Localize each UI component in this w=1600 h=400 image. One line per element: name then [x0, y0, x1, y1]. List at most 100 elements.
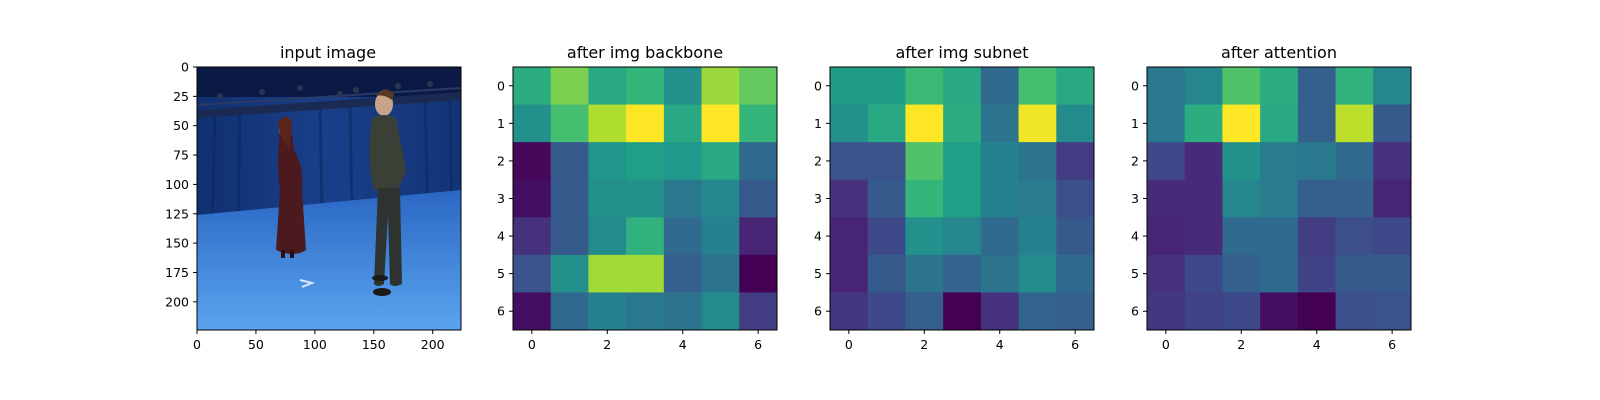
- x-tick-label: 0: [528, 337, 536, 352]
- heatmap-cell: [1222, 217, 1261, 256]
- heatmap-cell: [1335, 179, 1374, 218]
- heatmap-cell: [626, 67, 665, 105]
- y-tick-label: 5: [497, 266, 505, 281]
- photo-lights: [217, 81, 433, 99]
- panel-title: input image: [280, 43, 376, 62]
- heatmap-cell: [867, 179, 906, 218]
- heatmap-cell: [1147, 292, 1186, 331]
- heatmap-cell: [905, 217, 944, 256]
- heatmap-cell: [1222, 67, 1261, 105]
- heatmap-cell: [1373, 254, 1412, 293]
- heatmap-cell: [550, 142, 589, 181]
- x-tick-label: 0: [193, 337, 201, 352]
- x-tick-label: 2: [920, 337, 928, 352]
- heatmap-cell: [1056, 179, 1095, 218]
- heatmap-cell: [1056, 217, 1095, 256]
- heatmap-cell: [943, 217, 982, 256]
- x-tick-label: 2: [1237, 337, 1245, 352]
- heatmap-cell: [905, 104, 944, 143]
- y-tick-label: 0: [497, 78, 505, 93]
- heatmap-cell: [943, 179, 982, 218]
- heatmap-cell: [1373, 179, 1412, 218]
- heatmap-cells: [1147, 67, 1412, 331]
- x-axis: 0 2 4 6: [845, 330, 1079, 352]
- y-tick-label: 125: [165, 206, 189, 221]
- heatmap-cell: [1184, 254, 1223, 293]
- photo-man: [369, 89, 406, 296]
- heatmap-cell: [1018, 217, 1057, 256]
- heatmap-cell: [1147, 104, 1186, 143]
- heatmap-cell: [830, 179, 869, 218]
- photo-woman: [276, 116, 306, 258]
- heatmap-cell: [1260, 104, 1299, 143]
- heatmap-cell: [980, 292, 1019, 331]
- heatmap-cell: [1184, 67, 1223, 105]
- heatmap-cell: [1147, 217, 1186, 256]
- heatmap-cell: [701, 67, 740, 105]
- heatmap-cell: [830, 254, 869, 293]
- heatmap-cell: [663, 67, 702, 105]
- heatmap-cells: [830, 67, 1095, 331]
- heatmap-cell: [588, 104, 627, 143]
- x-tick-label: 6: [754, 337, 762, 352]
- heatmap-cell: [1147, 142, 1186, 181]
- x-tick-label: 0: [1162, 337, 1170, 352]
- heatmap-cell: [1335, 104, 1374, 143]
- y-tick-label: 3: [814, 191, 822, 206]
- heatmap-cell: [739, 254, 778, 293]
- heatmap-cell: [663, 217, 702, 256]
- heatmap-cell: [1184, 142, 1223, 181]
- y-axis: 0 1 2 3 4 5 6: [1131, 78, 1147, 319]
- heatmap-cell: [513, 179, 552, 218]
- heatmap-cell: [588, 217, 627, 256]
- y-tick-label: 100: [165, 177, 189, 192]
- y-tick-label: 0: [1131, 78, 1139, 93]
- heatmap-cell: [1297, 142, 1336, 181]
- heatmap-cell: [867, 142, 906, 181]
- heatmap-cell: [830, 104, 869, 143]
- heatmap-cell: [550, 292, 589, 331]
- heatmap-cell: [943, 67, 982, 105]
- heatmap-cell: [1018, 67, 1057, 105]
- heatmap-cell: [1297, 179, 1336, 218]
- heatmap-cell: [1147, 179, 1186, 218]
- heatmap-cell: [1260, 67, 1299, 105]
- heatmap-cell: [867, 67, 906, 105]
- heatmap-cell: [1018, 179, 1057, 218]
- heatmap-cell: [1184, 217, 1223, 256]
- x-tick-label: 2: [603, 337, 611, 352]
- heatmap-cell: [550, 217, 589, 256]
- heatmap-cell: [830, 292, 869, 331]
- heatmap-cell: [739, 292, 778, 331]
- y-tick-label: 150: [165, 236, 189, 251]
- heatmap-cell: [1018, 292, 1057, 331]
- heatmap-cell: [867, 217, 906, 256]
- heatmap-cell: [1297, 254, 1336, 293]
- heatmap-cell: [1056, 142, 1095, 181]
- heatmap-cell: [513, 67, 552, 105]
- y-tick-label: 6: [1131, 304, 1139, 319]
- panel-after-attention: after attention 0 2 4 6 0 1 2 3 4 5 6: [1131, 43, 1412, 352]
- y-tick-label: 4: [814, 229, 822, 244]
- heatmap-cell: [701, 254, 740, 293]
- heatmap-cell: [739, 142, 778, 181]
- x-tick-label: 4: [996, 337, 1004, 352]
- input-photo: [197, 67, 461, 330]
- heatmap-cell: [550, 104, 589, 143]
- heatmap-cell: [867, 104, 906, 143]
- y-tick-label: 4: [1131, 229, 1139, 244]
- heatmap-cell: [1184, 104, 1223, 143]
- heatmap-cell: [1373, 67, 1412, 105]
- heatmap-cell: [830, 67, 869, 105]
- heatmap-cell: [830, 142, 869, 181]
- heatmap-cell: [867, 254, 906, 293]
- heatmap-cell: [1297, 67, 1336, 105]
- heatmap-cell: [588, 142, 627, 181]
- panel-title: after img subnet: [895, 43, 1028, 62]
- y-tick-label: 6: [497, 304, 505, 319]
- heatmap-cell: [1260, 292, 1299, 331]
- y-tick-label: 0: [814, 78, 822, 93]
- heatmap-cell: [1297, 217, 1336, 256]
- heatmap-cell: [663, 254, 702, 293]
